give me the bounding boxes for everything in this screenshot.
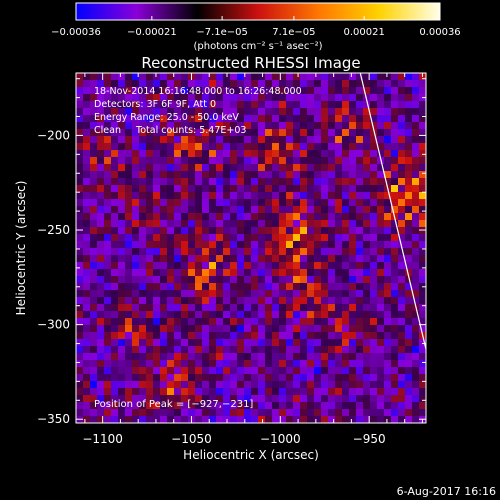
annotation-time-range: 18-Nov-2014 16:16:48.000 to 16:26:48.000 xyxy=(94,86,302,97)
chart-title: Reconstructed RHESSI Image xyxy=(141,54,360,72)
y-tick-label: −200 xyxy=(37,128,70,142)
y-axis: −200 −250 −300 −350 xyxy=(37,78,426,426)
annotation-detectors: Detectors: 3F 6F 9F, Att 0 xyxy=(94,99,216,110)
colorbar-tick-label: 0.00021 xyxy=(343,27,384,38)
colorbar-tick-label: −0.00021 xyxy=(127,27,177,38)
colorbar-ticks: −0.00036 −0.00021 −7.1e−05 7.1e−05 0.00021 0.… xyxy=(51,16,461,38)
colorbar-tick-label: 7.1e−05 xyxy=(272,27,315,38)
annotation-clean-counts: Clean Total counts: 5.47E+03 xyxy=(94,125,246,136)
colorbar-tick-label: 0.00036 xyxy=(419,27,460,38)
x-tick-label: −1100 xyxy=(82,432,123,446)
heatmap-cells xyxy=(76,73,426,423)
x-tick-label: −950 xyxy=(353,432,386,446)
footer-date: 6-Aug-2017 16:16 xyxy=(397,485,496,498)
colorbar-tick-label: −7.1e−05 xyxy=(196,27,248,38)
y-tick-label: −300 xyxy=(37,318,70,332)
y-tick-label: −250 xyxy=(37,223,70,237)
x-axis: −1100 −1050 −1000 −950 xyxy=(82,73,423,446)
colorbar xyxy=(75,2,441,21)
plot-frame xyxy=(75,72,427,424)
colorbar-tick-label: −0.00036 xyxy=(51,27,101,38)
y-tick-label: −350 xyxy=(37,412,70,426)
x-tick-label: −1000 xyxy=(260,432,301,446)
limb-line xyxy=(359,72,427,350)
colorbar-units-label: (photons cm⁻² s⁻¹ asec⁻²) xyxy=(193,41,322,52)
annotation-peak-position: Position of Peak = [−927,−231] xyxy=(94,399,253,410)
y-axis-label: Heliocentric Y (arcsec) xyxy=(14,181,28,316)
x-axis-label: Heliocentric X (arcsec) xyxy=(183,448,319,462)
x-tick-label: −1050 xyxy=(171,432,212,446)
annotation-energy-range: Energy Range: 25.0 - 50.0 keV xyxy=(94,112,239,123)
